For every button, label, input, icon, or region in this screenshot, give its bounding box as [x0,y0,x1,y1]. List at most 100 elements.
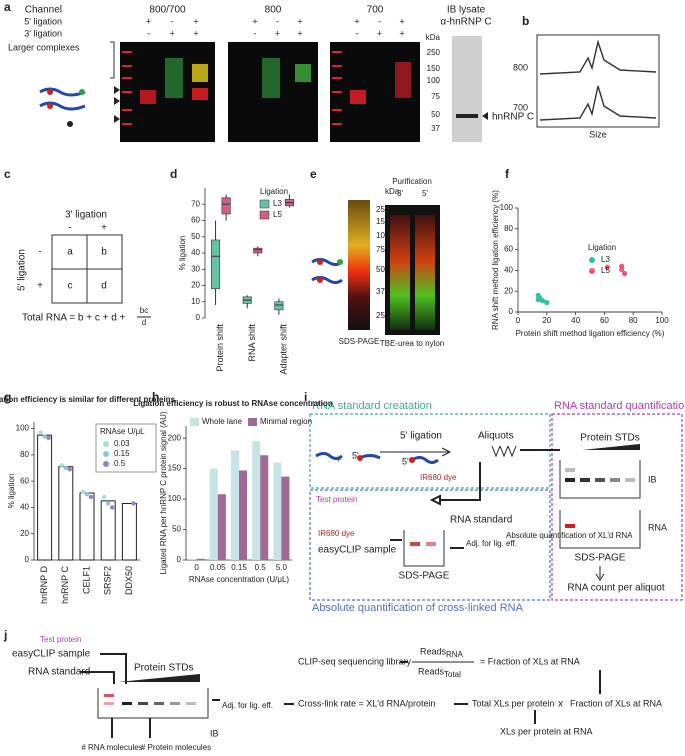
point [131,501,136,506]
panel-label: g [4,390,11,404]
marker-label: 250 [376,205,390,214]
bar [239,470,248,560]
label: 5' ligation [24,16,62,26]
x-tick-label: 100 [655,316,669,325]
label: Protein STDs [134,663,193,674]
sign: - [276,16,279,26]
sign: + [399,16,404,26]
box [253,247,263,254]
label: RNA standard [28,667,90,678]
arrow [595,566,605,581]
box [211,239,221,290]
marker-label: 150 [427,64,441,73]
arrow [111,718,151,738]
y-tick-label: 60 [191,216,200,225]
label: Channel [25,5,62,16]
label: IB [648,474,657,484]
y-tick-label: 0 [25,555,30,564]
x-label: RNAse concentration (U/μL) [189,575,290,584]
y-tick-label: 70 [191,199,200,208]
x-tick-label: 80 [629,316,638,325]
x-tick-label: 40 [571,316,580,325]
label: Absolute quantification of cross-linked … [312,602,524,614]
point [106,501,111,506]
label: RNA [648,522,667,532]
legend-label: 0.03 [114,439,130,448]
point [46,435,51,440]
legend-label: L5 [273,210,282,219]
label: 5' [402,456,409,466]
sign: + [297,16,302,26]
label: easyCLIP sample [318,545,397,556]
gel-outline [403,530,445,567]
bar [252,441,261,560]
band [410,542,420,546]
legend-title: Ligation [588,243,616,252]
arrow [80,653,127,684]
bar [217,494,226,560]
y-tick-label: 20 [191,281,200,290]
panel-label: j [3,628,7,642]
sign: + [354,16,359,26]
bar [121,502,137,561]
formula: d [142,318,146,327]
y-tick-label: 50 [191,232,200,241]
panel-label: i [304,390,307,404]
legend-label: L5 [601,266,610,275]
y-tick-label: 40 [20,503,29,512]
channel-label: 800 [265,5,282,16]
bar [230,450,239,560]
sign: + [377,28,382,38]
point [535,296,541,303]
legend-title: RNAse U/μL [100,427,145,436]
sign: - [356,28,359,38]
point [604,264,610,270]
label: Adj. for lig. eff. [222,701,273,710]
label: 5' [422,189,428,198]
panel-label: a [4,0,11,14]
legend-label: Minimal region [260,417,312,426]
label: Size [589,129,607,139]
label: easyCLIP sample [12,649,91,660]
label: SDS-PAGE [339,337,380,346]
chart-title: Ligation efficiency is similar for diffe… [0,395,176,404]
marker-label: 50 [431,110,440,119]
x-tick-label: hnRNP C [60,566,70,604]
bar [196,558,205,560]
label: Protein STDs [580,433,639,444]
label: 800 [513,62,528,72]
label: Absolute quantification of XL'd RNA [506,531,633,540]
gels [120,36,482,142]
panel-label: f [505,167,510,181]
point [539,297,546,304]
label: Test protein [40,635,81,644]
point [38,430,43,435]
x-tick-label: CELF1 [81,566,91,594]
label: IR680 dye [318,529,355,538]
x-tick-label: 60 [600,316,609,325]
label: + [37,281,43,292]
point [544,300,550,306]
formula: bc [140,306,148,315]
y-tick-label: 100 [168,494,182,503]
label: Fraction of XLs at RNA [570,698,662,708]
rna-icons [315,452,439,464]
label: Reads [418,666,445,676]
marker-label: 250 [427,48,441,57]
label: 5' [352,450,359,460]
point [63,465,68,471]
bar [37,434,53,561]
point [621,270,628,277]
label: TBE-urea to nylon [380,339,444,348]
legend-label: 0.15 [114,449,130,458]
marker-label: 75 [431,92,440,101]
marker-label: 150 [376,217,390,226]
grid-box [51,234,123,304]
legend-marker [589,268,595,274]
cell: d [101,281,107,292]
gel-lane [390,215,410,330]
label: IB [210,728,219,738]
sign: + [193,16,198,26]
label: 5' ligation [400,431,442,442]
x-tick-label: Adapter shift [279,324,289,375]
